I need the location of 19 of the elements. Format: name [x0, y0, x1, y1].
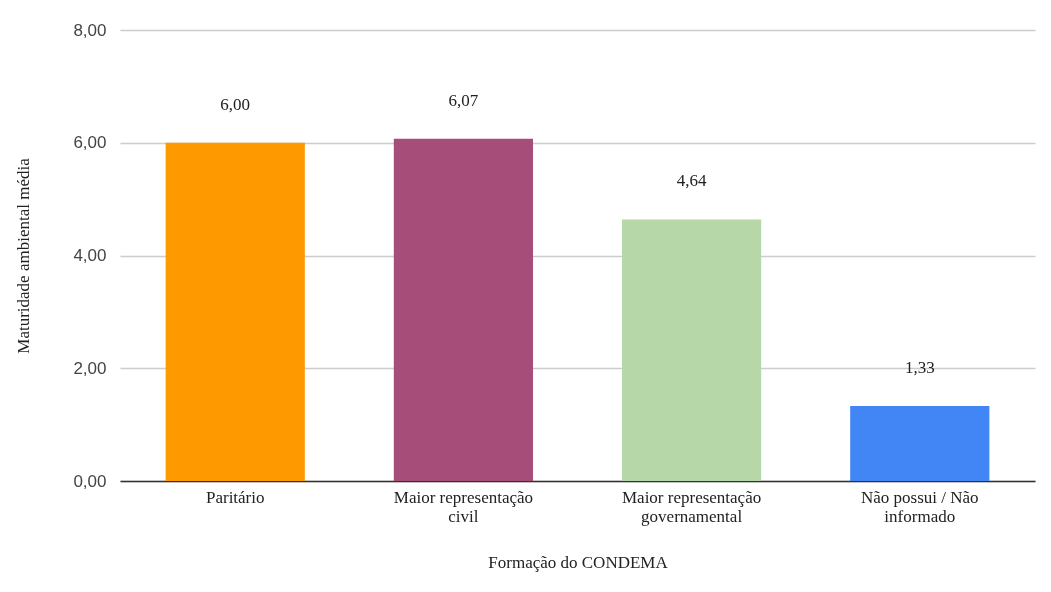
- x-tick-label: Maior representação civil: [393, 487, 534, 526]
- y-tick-label: 6,00: [73, 133, 107, 153]
- data-label: 6,00: [220, 94, 251, 114]
- data-label: 1,33: [904, 358, 935, 378]
- data-label: 4,64: [676, 171, 707, 191]
- bar: [165, 142, 305, 481]
- x-tick-label: Maior representação governamental: [621, 487, 762, 526]
- bar: [850, 406, 990, 481]
- y-axis-title: Maturidade ambiental média: [14, 157, 34, 354]
- y-tick-label: 4,00: [73, 246, 107, 265]
- y-tick-label: 0,00: [73, 471, 107, 491]
- y-tick-label: 2,00: [73, 358, 107, 378]
- bar: [393, 138, 533, 481]
- y-tick-label: 8,00: [73, 20, 107, 40]
- bar: [622, 219, 762, 481]
- x-tick-label: Não possui / Não informado: [860, 487, 979, 526]
- data-label: 6,07: [448, 90, 479, 110]
- x-axis-title: Formação do CONDEMA: [488, 552, 669, 572]
- x-tick-label: Paritário: [205, 487, 265, 507]
